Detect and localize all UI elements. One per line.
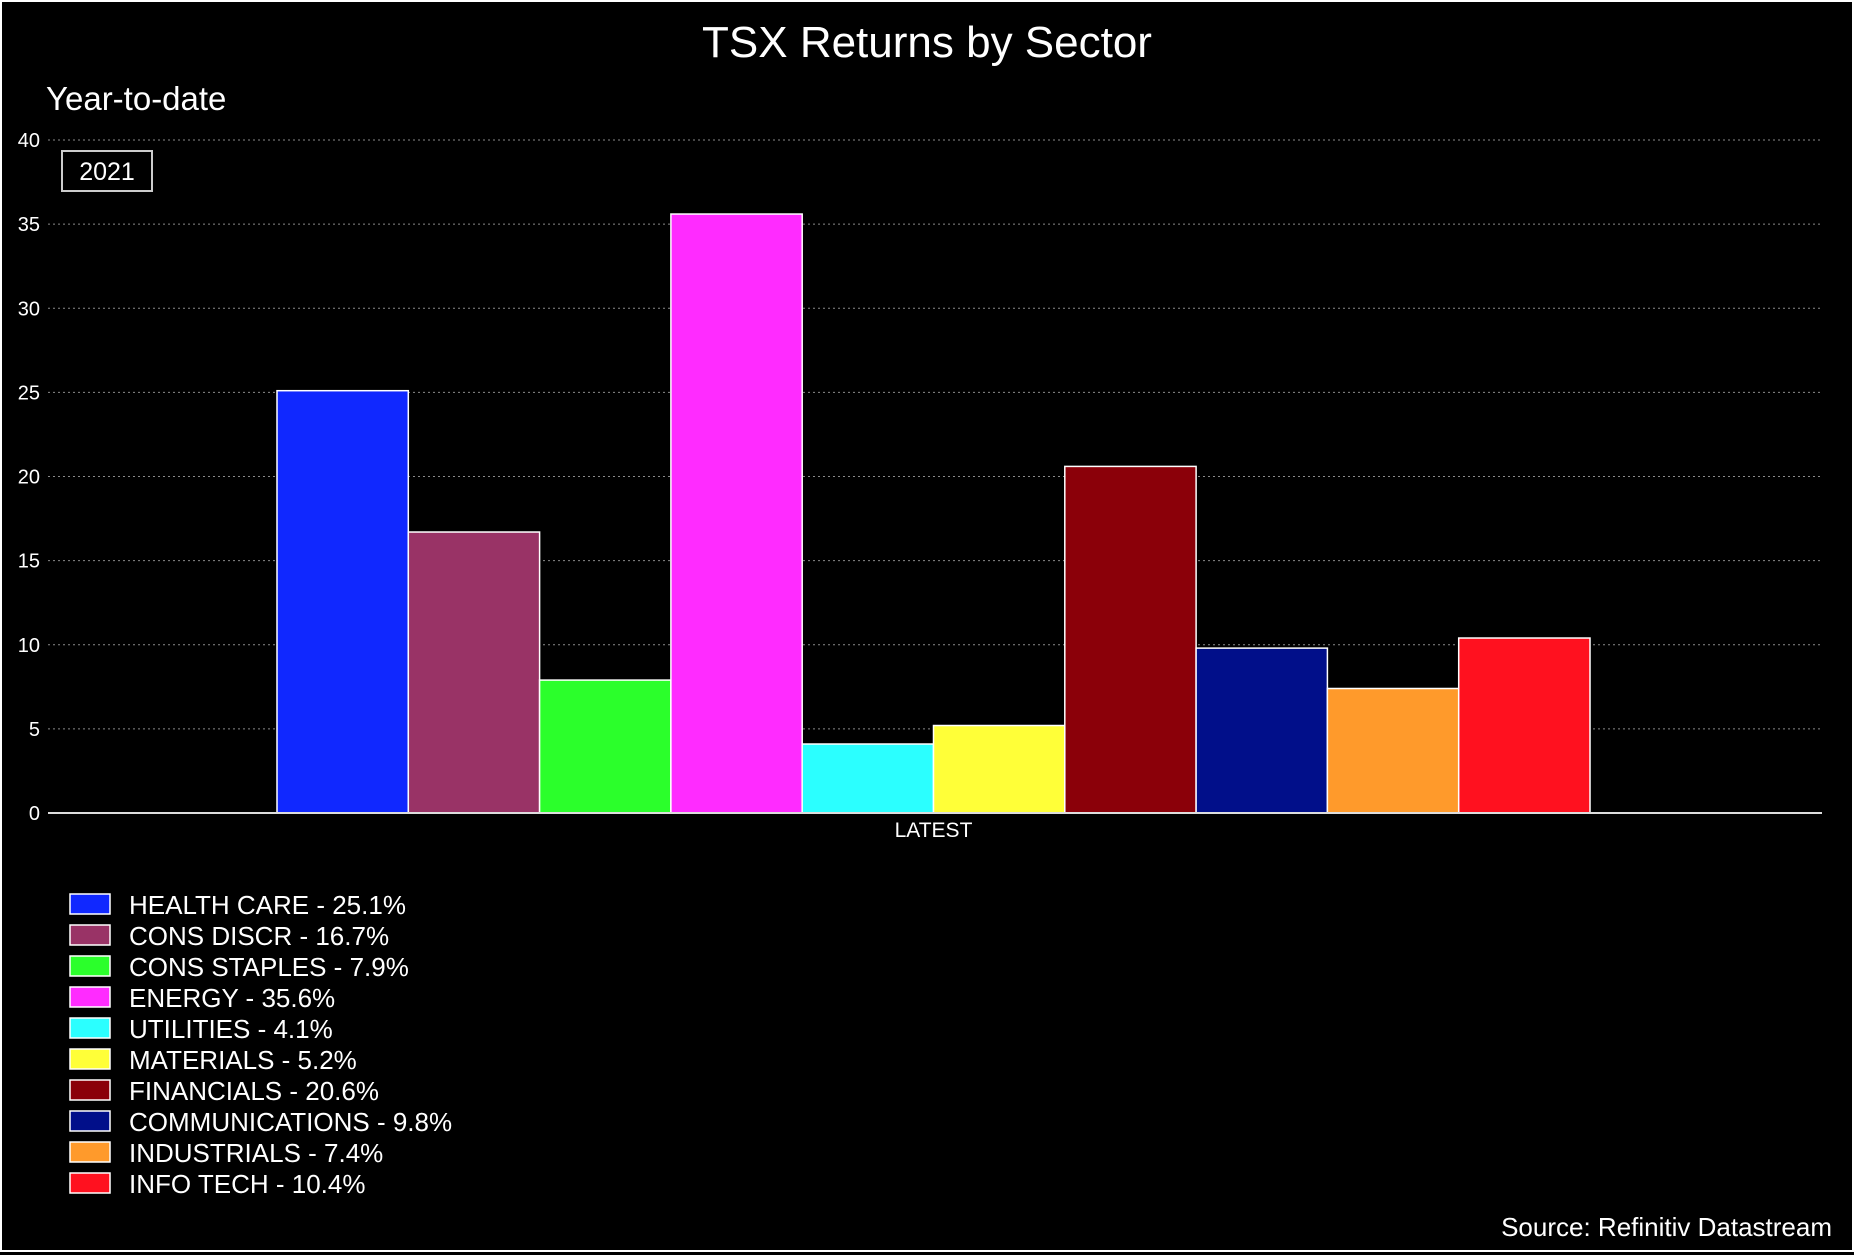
legend-label: CONS DISCR - 16.7% xyxy=(129,921,389,951)
legend-label: FINANCIALS - 20.6% xyxy=(129,1076,379,1106)
legend-swatch xyxy=(69,1172,111,1194)
legend-swatch xyxy=(69,893,111,915)
y-tick-label: 20 xyxy=(18,467,40,489)
source-note: Source: Refinitiv Datastream xyxy=(1501,1212,1832,1242)
legend-swatch xyxy=(69,1110,111,1132)
year-badge-box xyxy=(61,150,153,192)
year-badge: 2021 xyxy=(79,158,135,186)
y-tick-label: 35 xyxy=(18,214,40,236)
legend: HEALTH CARE - 25.1%CONS DISCR - 16.7%CON… xyxy=(69,890,452,1199)
bar-communications xyxy=(1195,647,1329,814)
legend-label: COMMUNICATIONS - 9.8% xyxy=(129,1107,452,1137)
bar-industrials xyxy=(1326,687,1460,814)
y-tick-label: 0 xyxy=(29,803,40,825)
legend-label: INFO TECH - 10.4% xyxy=(129,1169,365,1199)
legend-label: CONS STAPLES - 7.9% xyxy=(129,952,409,982)
x-category-label: LATEST xyxy=(895,819,973,842)
legend-label: MATERIALS - 5.2% xyxy=(129,1045,357,1075)
bar-cons-discr xyxy=(407,531,541,814)
bars xyxy=(276,213,1591,814)
legend-label: INDUSTRIALS - 7.4% xyxy=(129,1138,383,1168)
y-tick-label: 10 xyxy=(18,635,40,657)
y-tick-label: 25 xyxy=(18,382,40,404)
legend-label: ENERGY - 35.6% xyxy=(129,983,335,1013)
legend-swatch xyxy=(69,986,111,1008)
y-tick-label: 5 xyxy=(29,719,40,741)
legend-label: HEALTH CARE - 25.1% xyxy=(129,890,406,920)
legend-label: UTILITIES - 4.1% xyxy=(129,1014,333,1044)
y-axis: 0 5 10 15 20 25 30 35 40 xyxy=(18,130,40,825)
bar-info-tech xyxy=(1457,637,1591,814)
legend-swatch xyxy=(69,1048,111,1070)
legend-swatch xyxy=(69,955,111,977)
legend-swatch xyxy=(69,924,111,946)
y-tick-label: 40 xyxy=(18,130,40,152)
bar-energy xyxy=(670,213,803,814)
legend-swatch xyxy=(69,1079,111,1101)
chart-subtitle: Year-to-date xyxy=(46,80,226,117)
bar-utilities xyxy=(801,743,935,814)
y-tick-label: 15 xyxy=(18,551,40,573)
legend-swatch xyxy=(69,1017,111,1039)
y-tick-label: 30 xyxy=(18,298,40,320)
chart-title: TSX Returns by Sector xyxy=(702,18,1152,67)
bar-financials xyxy=(1064,465,1197,814)
bar-cons-staples xyxy=(538,679,672,814)
bar-health-care xyxy=(276,389,410,814)
legend-swatch xyxy=(69,1141,111,1163)
bar-materials xyxy=(932,724,1066,814)
x-axis: LATEST xyxy=(48,812,1822,842)
